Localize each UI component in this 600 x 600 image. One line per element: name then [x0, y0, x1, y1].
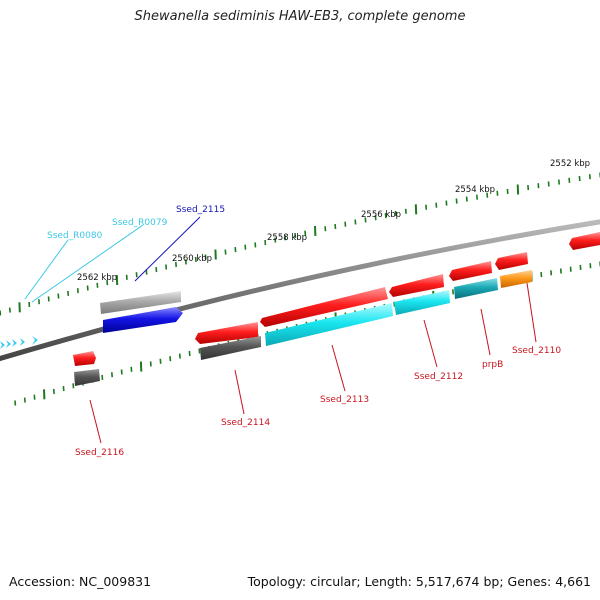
gene-label-ssed-2113: Ssed_2113: [320, 395, 369, 405]
tick-label-2562: 2562 kbp: [77, 273, 117, 283]
gene-ssed-2113[interactable]: [260, 287, 388, 327]
gene-ssed-2109[interactable]: [569, 232, 600, 250]
gene-ssed-2112[interactable]: [389, 274, 444, 297]
rna-arrow-glyphs: [0, 336, 38, 349]
genome-summary-text: Topology: circular; Length: 5,517,674 bp…: [247, 574, 591, 589]
gene-label-ssed-2112: Ssed_2112: [414, 372, 463, 382]
gene-ssed-2113-cyan[interactable]: [265, 303, 393, 346]
gene-ssed-2115-grey[interactable]: [100, 291, 181, 314]
tick-label-2560: 2560 kbp: [172, 254, 212, 264]
gene-label-ssed-2115: Ssed_2115: [176, 205, 225, 215]
gene-ssed-2114-grey[interactable]: [200, 336, 261, 360]
gene-label-ssed-r0079: Ssed_R0079: [112, 218, 168, 228]
gene-label-ssed-2116: Ssed_2116: [75, 448, 124, 458]
tick-label-2556: 2556 kbp: [361, 210, 401, 220]
genome-backbone: [0, 219, 600, 362]
gene-ssed-2110[interactable]: [495, 252, 528, 270]
tick-label-2552: 2552 kbp: [550, 159, 590, 169]
gene-ssed-2115[interactable]: [103, 307, 183, 333]
gene-ssed-2112-cyan[interactable]: [394, 290, 450, 315]
genome-title: Shewanella sediminis HAW-EB3, complete g…: [134, 9, 466, 24]
gene-ssed-2116-grey[interactable]: [74, 369, 100, 386]
tick-label-2554: 2554 kbp: [455, 185, 495, 195]
gene-label-ssed-2110: Ssed_2110: [512, 346, 561, 356]
gene-ssed-2116[interactable]: [73, 351, 96, 366]
accession-text: Accession: NC_009831: [9, 574, 152, 589]
gene-ssed-2110-orange[interactable]: [500, 270, 532, 288]
gene-label-prpB: prpB: [482, 360, 503, 370]
tick-label-2558: 2558 kbp: [267, 233, 307, 243]
gene-label-ssed-2114: Ssed_2114: [221, 418, 270, 428]
gene-ssed-2114[interactable]: [195, 322, 258, 344]
gene-prpB[interactable]: [449, 261, 492, 281]
gene-label-ssed-r0080: Ssed_R0080: [47, 231, 103, 241]
gene-prpB-teal[interactable]: [454, 278, 498, 299]
scale-ticks-outer: [0, 172, 600, 316]
label-leader-lines: [24, 216, 537, 444]
